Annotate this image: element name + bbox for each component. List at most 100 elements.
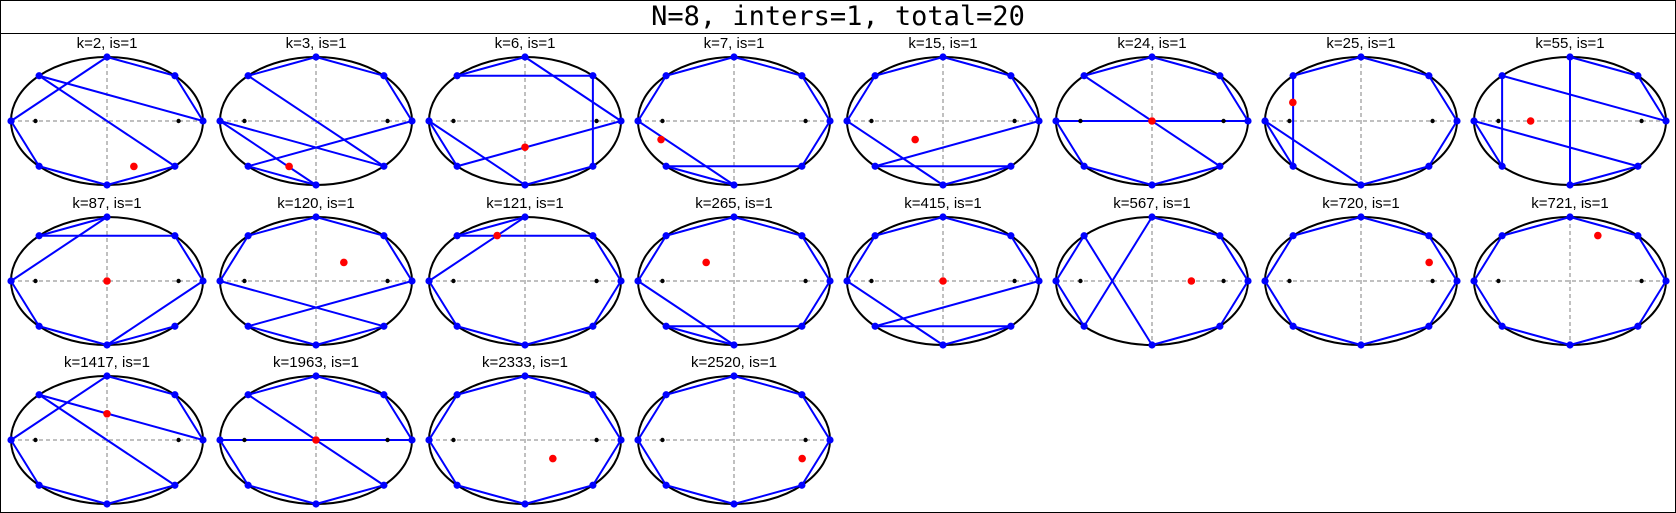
chord	[1428, 75, 1458, 122]
chord	[1569, 216, 1639, 237]
chord	[1264, 280, 1294, 327]
chord	[247, 56, 317, 77]
focus-point	[594, 278, 599, 284]
intersection-point	[911, 135, 919, 144]
vertex-point	[35, 232, 43, 240]
panel-label: k=7, is=1	[704, 35, 765, 52]
vertex-point	[589, 322, 597, 330]
chord	[1219, 235, 1249, 282]
intersection-point	[798, 454, 806, 463]
vertex-point	[521, 341, 529, 349]
vertex-point	[1052, 117, 1060, 125]
vertex-point	[730, 181, 738, 189]
vertex-point	[216, 436, 224, 444]
chord	[524, 165, 594, 186]
chord	[637, 439, 667, 486]
chord	[665, 216, 735, 237]
chord	[247, 280, 413, 328]
vertex-point	[1052, 277, 1060, 285]
chord	[1637, 235, 1667, 282]
chord	[874, 216, 944, 237]
chord	[428, 280, 458, 327]
vertex-point	[939, 181, 947, 189]
vertex-point	[1289, 72, 1297, 80]
vertex-point	[425, 277, 433, 285]
vertex-point	[843, 277, 851, 285]
focus-point	[242, 278, 247, 284]
chord	[1501, 74, 1667, 122]
chord	[801, 235, 831, 282]
vertex-point	[1007, 232, 1015, 240]
focus-point	[1078, 118, 1083, 124]
focus-point	[176, 437, 181, 443]
chord	[524, 325, 594, 346]
chord	[637, 280, 735, 346]
vertex-point	[1148, 181, 1156, 189]
focus-point	[451, 437, 456, 443]
vertex-point	[662, 72, 670, 80]
vertex-point	[103, 372, 111, 380]
vertex-point	[244, 232, 252, 240]
vertex-point	[453, 232, 461, 240]
focus-point	[1639, 278, 1644, 284]
vertex-point	[662, 391, 670, 399]
vertex-point	[244, 72, 252, 80]
vertex-point	[1080, 162, 1088, 170]
chord	[733, 56, 803, 77]
vertex-point	[1289, 232, 1297, 240]
chord	[1151, 325, 1221, 346]
vertex-point	[826, 277, 834, 285]
vertex-point	[662, 481, 670, 489]
panel: k=567, is=1	[1052, 195, 1252, 349]
panel-label: k=415, is=1	[904, 195, 982, 212]
vertex-point	[1216, 322, 1224, 330]
vertex-point	[103, 181, 111, 189]
chord	[801, 120, 831, 167]
chord	[174, 75, 204, 122]
chord	[1473, 235, 1503, 282]
chord	[456, 484, 526, 505]
chord	[1219, 75, 1249, 122]
vertex-point	[103, 213, 111, 221]
vertex-point	[171, 162, 179, 170]
chord	[801, 394, 831, 441]
chord	[1292, 216, 1362, 237]
chord	[456, 56, 526, 77]
chord	[665, 375, 735, 396]
focus-point	[869, 118, 874, 124]
panel-label: k=121, is=1	[486, 195, 564, 212]
vertex-point	[408, 117, 416, 125]
chord	[846, 280, 944, 346]
chord	[592, 439, 622, 486]
vertex-point	[798, 232, 806, 240]
chord	[1428, 280, 1458, 327]
chord	[942, 165, 1012, 186]
vertex-point	[35, 162, 43, 170]
panel-label: k=720, is=1	[1322, 195, 1400, 212]
chord	[315, 216, 385, 237]
chord	[1292, 56, 1362, 77]
vertex-point	[617, 436, 625, 444]
vertex-point	[35, 322, 43, 330]
vertex-point	[1216, 232, 1224, 240]
focus-point	[385, 278, 390, 284]
vertex-point	[871, 232, 879, 240]
focus-point	[33, 437, 38, 443]
chord	[1010, 235, 1040, 282]
vertex-point	[871, 162, 879, 170]
vertex-point	[662, 322, 670, 330]
vertex-point	[798, 391, 806, 399]
chord	[456, 216, 526, 237]
vertex-point	[1357, 53, 1365, 61]
chord	[1055, 235, 1085, 282]
chord	[38, 165, 108, 186]
chord	[1473, 120, 1503, 167]
vertex-point	[1566, 181, 1574, 189]
vertex-point	[589, 72, 597, 80]
chord	[383, 394, 413, 441]
vertex-point	[1634, 162, 1642, 170]
chord	[1501, 325, 1571, 346]
intersection-point	[1526, 117, 1535, 125]
chord	[524, 375, 594, 396]
vertex-point	[1261, 277, 1269, 285]
